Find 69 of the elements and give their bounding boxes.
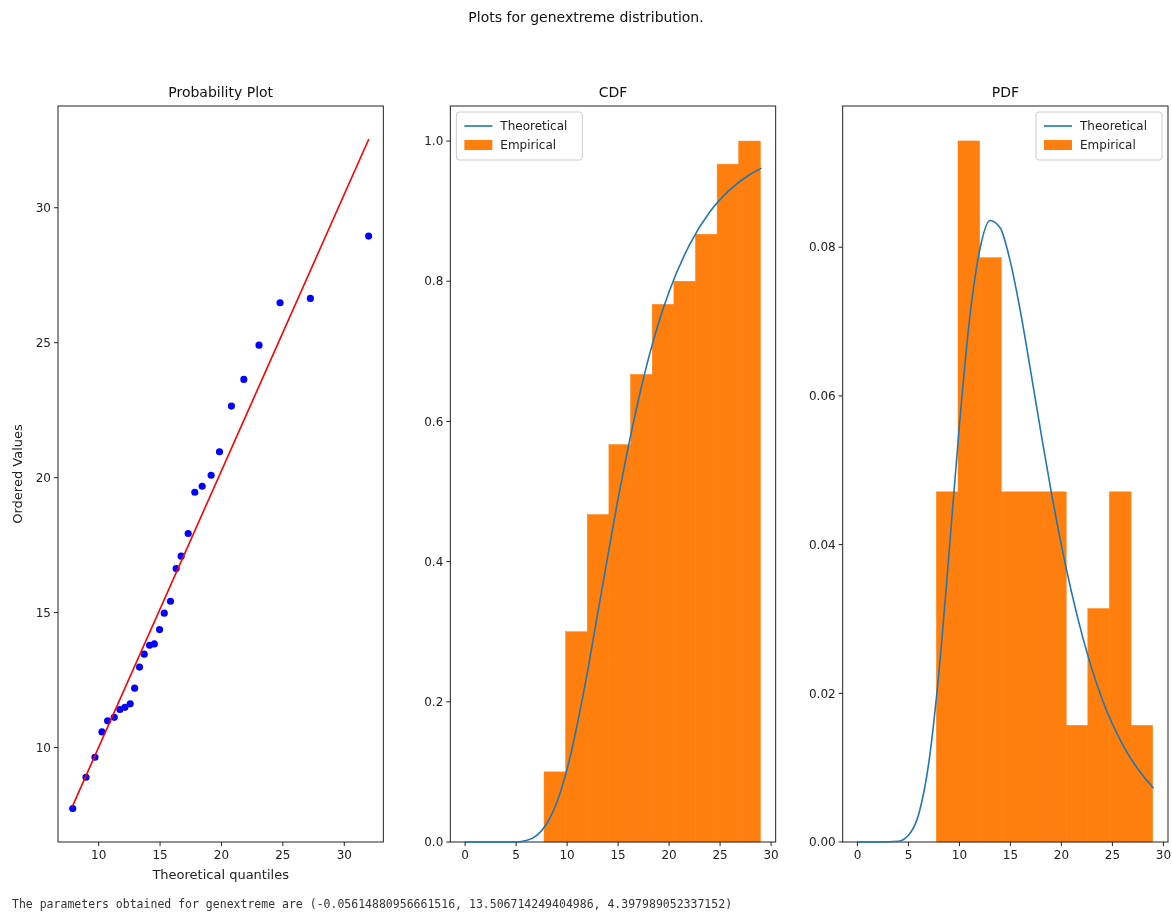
point xyxy=(276,299,284,307)
point xyxy=(207,471,215,479)
x-tick-label: 15 xyxy=(152,848,168,862)
x-tick-label: 10 xyxy=(559,848,575,862)
chart-title: PDF xyxy=(991,84,1019,100)
chart-title: CDF xyxy=(598,84,628,100)
point xyxy=(365,232,373,240)
point xyxy=(160,609,168,617)
x-tick-label: 25 xyxy=(712,848,728,862)
y-tick-label: 0.00 xyxy=(808,835,836,850)
line-series xyxy=(464,167,762,843)
text: The parameters obtained for genextreme are (-0.05614880956661516, 13.506714249404986, 4.397989052337152) xyxy=(12,897,733,911)
y-tick-label: 1.0 xyxy=(424,134,444,149)
y-tick-label: 10 xyxy=(35,740,51,755)
point xyxy=(135,663,144,671)
y-tick-label: 15 xyxy=(35,605,51,620)
x-tick-label: 15 xyxy=(1002,848,1019,862)
x-tick-label: 15 xyxy=(610,848,626,862)
x-tick-label: 5 xyxy=(512,848,520,862)
x-axis-title: Theoretical quantiles xyxy=(151,867,290,882)
point xyxy=(156,626,164,634)
point xyxy=(150,640,158,648)
y-tick-label: 0.02 xyxy=(808,686,836,701)
point xyxy=(240,375,248,383)
chart-title: Probability Plot xyxy=(168,84,274,100)
y-tick-label: 25 xyxy=(35,335,51,350)
point xyxy=(126,700,134,708)
point xyxy=(306,294,314,302)
y-tick-label: 30 xyxy=(35,200,51,215)
x-tick-label: 25 xyxy=(1104,848,1121,862)
y-tick-label: 0.06 xyxy=(808,389,836,404)
x-tick-label: 30 xyxy=(1155,848,1172,862)
text: Plots for genextreme distribution. xyxy=(468,9,704,25)
x-tick-label: 30 xyxy=(763,848,779,862)
x-tick-label: 5 xyxy=(904,848,913,862)
point xyxy=(198,482,206,490)
y-tick-label: 0.2 xyxy=(424,695,444,710)
legend-label: Theoretical xyxy=(1079,119,1148,134)
point xyxy=(121,703,129,711)
x-tick-label: 30 xyxy=(336,848,352,862)
legend-label: Empirical xyxy=(1080,138,1136,153)
line-series xyxy=(856,219,1155,843)
x-tick-label: 10 xyxy=(91,848,107,862)
legend-label: Theoretical xyxy=(499,119,568,134)
point xyxy=(184,529,192,538)
x-tick-label: 20 xyxy=(1053,848,1070,862)
x-tick-label: 20 xyxy=(661,848,677,862)
x-tick-label: 25 xyxy=(275,848,291,862)
y-tick-label: 0.6 xyxy=(424,414,444,429)
point xyxy=(69,804,77,813)
point xyxy=(255,341,263,349)
legend-label: Empirical xyxy=(500,138,557,153)
point xyxy=(166,597,175,605)
x-tick-label: 0 xyxy=(853,848,862,862)
y-tick-label: 0.8 xyxy=(424,274,444,289)
point xyxy=(131,684,139,692)
point xyxy=(140,650,148,658)
y-tick-label: 20 xyxy=(35,470,51,485)
y-tick-label: 0.08 xyxy=(808,240,836,255)
point xyxy=(215,448,224,456)
y-tick-label: 0.4 xyxy=(424,554,444,569)
y-tick-label: 0.0 xyxy=(424,835,444,850)
y-tick-label: 0.04 xyxy=(808,537,836,552)
x-tick-label: 20 xyxy=(213,848,230,862)
y-axis-title: Ordered Values xyxy=(10,424,25,524)
point xyxy=(191,488,199,496)
point xyxy=(227,402,235,410)
x-tick-label: 0 xyxy=(461,848,469,862)
x-tick-label: 10 xyxy=(951,848,968,862)
